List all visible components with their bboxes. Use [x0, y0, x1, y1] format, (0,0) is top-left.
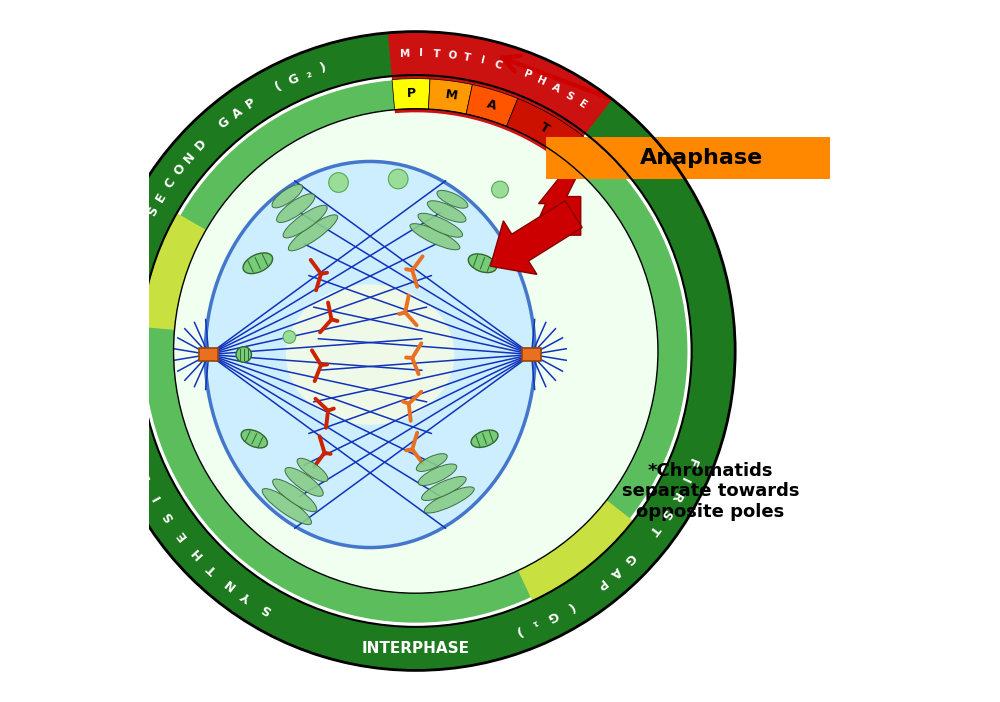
- Text: I: I: [480, 55, 486, 66]
- Text: D: D: [192, 137, 209, 154]
- Text: T: T: [433, 49, 440, 59]
- Ellipse shape: [262, 489, 311, 524]
- Text: H: H: [188, 544, 205, 560]
- Ellipse shape: [283, 205, 327, 238]
- Text: P: P: [593, 576, 609, 592]
- Wedge shape: [140, 75, 692, 627]
- Polygon shape: [532, 168, 581, 235]
- Ellipse shape: [416, 453, 447, 472]
- Text: C: C: [493, 59, 503, 71]
- Text: INTERPHASE: INTERPHASE: [362, 641, 470, 656]
- Text: *Chromatids
separate towards
opposite poles: *Chromatids separate towards opposite po…: [622, 462, 799, 521]
- Wedge shape: [392, 79, 430, 110]
- Text: S: S: [563, 90, 575, 102]
- Ellipse shape: [285, 468, 323, 496]
- Text: O: O: [447, 50, 457, 61]
- Text: F: F: [684, 456, 699, 469]
- Text: T: T: [538, 120, 552, 135]
- Wedge shape: [466, 84, 518, 126]
- Text: (: (: [564, 599, 575, 613]
- Text: A: A: [229, 105, 245, 121]
- Bar: [522, 348, 541, 361]
- Text: S: S: [145, 204, 161, 218]
- Text: P: P: [522, 69, 533, 81]
- Text: N: N: [221, 575, 238, 592]
- Text: ₂: ₂: [304, 67, 313, 81]
- Ellipse shape: [297, 458, 328, 482]
- Text: G: G: [216, 114, 233, 131]
- Text: G: G: [545, 607, 560, 623]
- Text: P: P: [407, 87, 416, 100]
- Wedge shape: [141, 213, 206, 330]
- Circle shape: [283, 331, 296, 343]
- Circle shape: [329, 173, 348, 192]
- Ellipse shape: [437, 190, 468, 208]
- FancyArrowPatch shape: [502, 55, 610, 98]
- Ellipse shape: [205, 161, 535, 548]
- Polygon shape: [546, 137, 830, 179]
- Text: C: C: [162, 176, 178, 191]
- Wedge shape: [140, 75, 692, 627]
- Circle shape: [388, 169, 408, 189]
- Text: G: G: [621, 550, 638, 567]
- Ellipse shape: [272, 185, 303, 208]
- Text: T: T: [205, 561, 220, 576]
- Ellipse shape: [286, 284, 454, 425]
- Text: A: A: [608, 564, 623, 580]
- Text: Anaphase: Anaphase: [640, 148, 763, 168]
- Text: T: T: [646, 522, 662, 536]
- Text: Y: Y: [240, 589, 255, 604]
- Text: G: G: [286, 72, 301, 88]
- Text: (: (: [273, 80, 284, 94]
- Ellipse shape: [418, 464, 457, 486]
- Wedge shape: [428, 79, 472, 114]
- Text: E: E: [576, 98, 588, 110]
- Text: ): ): [319, 61, 329, 75]
- Ellipse shape: [424, 487, 474, 513]
- Text: E: E: [174, 527, 189, 542]
- Ellipse shape: [422, 477, 466, 501]
- Circle shape: [140, 75, 692, 627]
- Ellipse shape: [273, 479, 317, 512]
- Ellipse shape: [277, 194, 315, 223]
- Text: M: M: [400, 48, 411, 59]
- Bar: [199, 348, 218, 361]
- Text: M: M: [445, 88, 459, 103]
- Text: P: P: [243, 95, 258, 112]
- Text: S: S: [260, 601, 274, 616]
- Text: E: E: [153, 190, 169, 204]
- Text: I: I: [150, 492, 163, 502]
- Text: R: R: [667, 490, 683, 505]
- Ellipse shape: [243, 253, 273, 274]
- Ellipse shape: [427, 201, 466, 223]
- Wedge shape: [96, 32, 735, 670]
- Circle shape: [492, 181, 508, 198]
- Text: ): ): [513, 623, 523, 638]
- Text: O: O: [171, 162, 188, 178]
- Text: S: S: [138, 470, 154, 484]
- Text: S: S: [657, 506, 673, 521]
- Ellipse shape: [410, 224, 460, 250]
- Wedge shape: [506, 98, 583, 160]
- Text: S: S: [160, 509, 176, 524]
- Polygon shape: [490, 201, 582, 274]
- Ellipse shape: [471, 430, 498, 447]
- Text: ₁: ₁: [530, 616, 540, 630]
- Text: I: I: [677, 475, 691, 485]
- Text: H: H: [535, 75, 548, 88]
- Ellipse shape: [241, 430, 267, 448]
- Text: A: A: [550, 82, 561, 95]
- Text: A: A: [485, 97, 498, 112]
- Ellipse shape: [236, 347, 251, 362]
- Ellipse shape: [288, 215, 338, 251]
- Text: T: T: [463, 53, 472, 63]
- Wedge shape: [518, 500, 633, 601]
- Ellipse shape: [418, 213, 463, 237]
- Text: N: N: [181, 150, 198, 166]
- Wedge shape: [388, 32, 612, 163]
- Ellipse shape: [468, 254, 497, 272]
- Text: I: I: [419, 48, 423, 58]
